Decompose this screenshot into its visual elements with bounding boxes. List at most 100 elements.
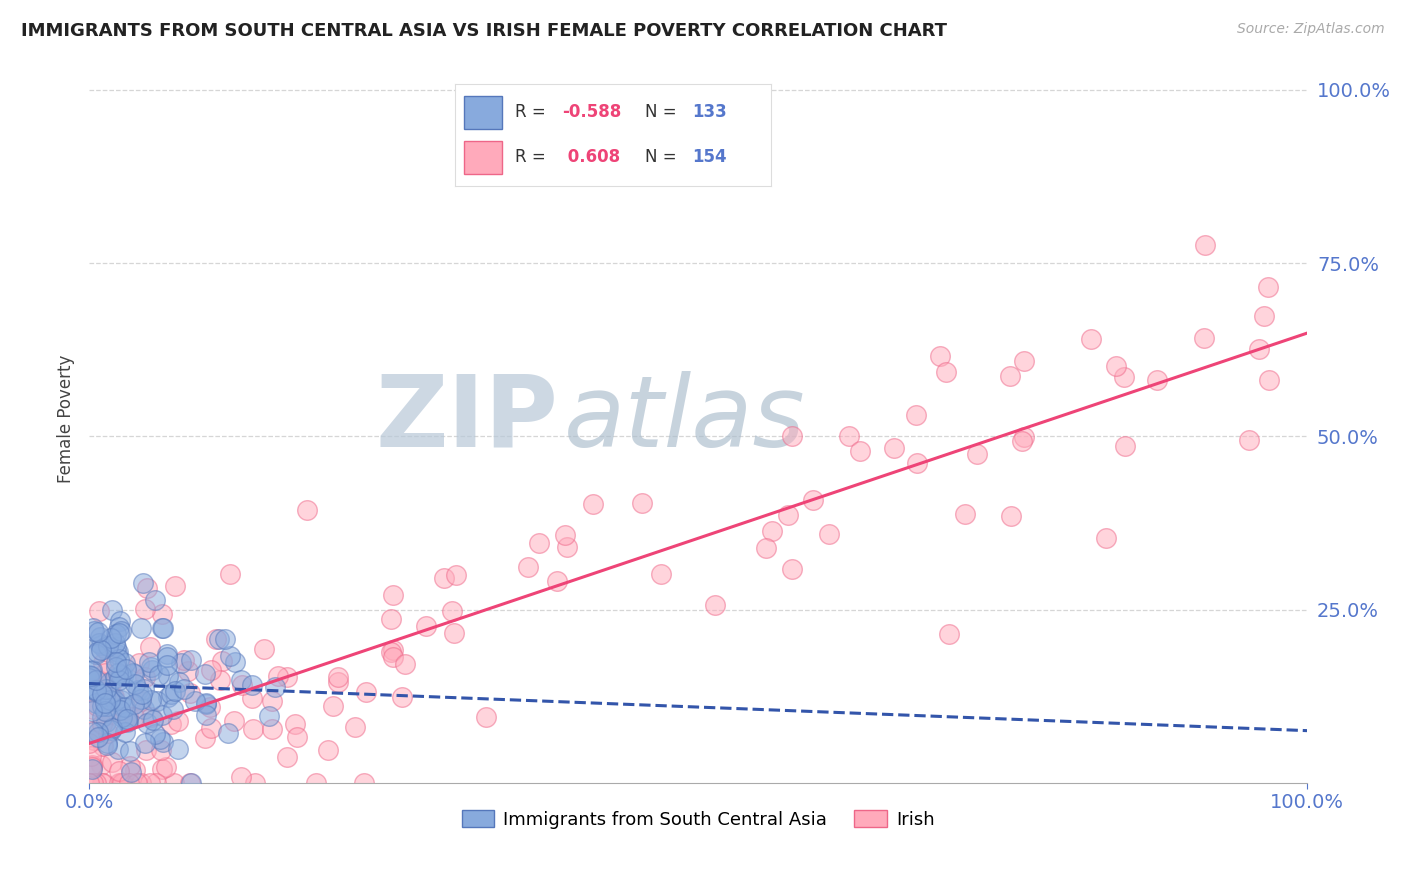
Immigrants from South Central Asia xyxy=(104,655,127,669)
Irish xyxy=(107,764,129,778)
Immigrants from South Central Asia xyxy=(96,681,118,696)
Immigrants from South Central Asia xyxy=(107,742,129,756)
Irish xyxy=(98,687,121,701)
Text: atlas: atlas xyxy=(564,370,806,467)
Irish xyxy=(145,776,167,790)
Irish xyxy=(103,690,125,704)
Immigrants from South Central Asia xyxy=(97,640,120,654)
Immigrants from South Central Asia xyxy=(121,666,143,681)
Irish xyxy=(546,574,568,589)
Irish xyxy=(120,758,142,772)
Immigrants from South Central Asia xyxy=(139,659,162,673)
Immigrants from South Central Asia xyxy=(143,727,166,741)
Irish xyxy=(276,749,298,764)
Immigrants from South Central Asia xyxy=(156,657,179,672)
Immigrants from South Central Asia xyxy=(120,744,142,758)
Irish xyxy=(344,720,367,734)
Immigrants from South Central Asia xyxy=(107,645,129,659)
Irish xyxy=(1105,359,1128,373)
Immigrants from South Central Asia xyxy=(84,673,107,688)
Irish xyxy=(91,717,114,731)
Irish xyxy=(444,568,467,582)
Immigrants from South Central Asia xyxy=(93,641,115,656)
Immigrants from South Central Asia xyxy=(111,668,134,682)
Immigrants from South Central Asia xyxy=(110,703,132,717)
Immigrants from South Central Asia xyxy=(115,712,138,726)
Irish xyxy=(433,571,456,585)
Irish xyxy=(82,776,104,790)
Immigrants from South Central Asia xyxy=(98,675,121,690)
Irish xyxy=(322,698,344,713)
Immigrants from South Central Asia xyxy=(131,687,153,701)
Irish xyxy=(136,581,159,595)
Irish xyxy=(155,760,177,774)
Irish xyxy=(780,429,803,443)
Irish xyxy=(391,690,413,704)
Irish xyxy=(219,567,242,582)
Irish xyxy=(1257,373,1279,387)
Irish xyxy=(118,776,141,790)
Immigrants from South Central Asia xyxy=(159,687,181,701)
Immigrants from South Central Asia xyxy=(104,694,127,708)
Legend: Immigrants from South Central Asia, Irish: Immigrants from South Central Asia, Iris… xyxy=(454,803,942,836)
Irish xyxy=(1094,531,1116,545)
Irish xyxy=(177,664,200,678)
Irish xyxy=(998,369,1021,384)
Irish xyxy=(953,507,976,521)
Immigrants from South Central Asia xyxy=(108,652,131,666)
Irish xyxy=(1247,342,1270,356)
Irish xyxy=(527,536,550,550)
Irish xyxy=(382,642,405,657)
Immigrants from South Central Asia xyxy=(167,675,190,690)
Irish xyxy=(1146,373,1168,387)
Irish xyxy=(179,776,201,790)
Irish xyxy=(229,770,252,784)
Irish xyxy=(582,497,605,511)
Immigrants from South Central Asia xyxy=(96,698,118,713)
Irish xyxy=(91,676,114,690)
Immigrants from South Central Asia xyxy=(107,665,129,680)
Immigrants from South Central Asia xyxy=(219,648,242,663)
Irish xyxy=(80,724,103,739)
Immigrants from South Central Asia xyxy=(129,620,152,634)
Irish xyxy=(163,776,186,790)
Immigrants from South Central Asia xyxy=(157,690,180,705)
Immigrants from South Central Asia xyxy=(98,693,121,707)
Irish xyxy=(108,776,131,790)
Irish xyxy=(1192,331,1215,345)
Immigrants from South Central Asia xyxy=(108,625,131,640)
Irish xyxy=(905,456,928,470)
Immigrants from South Central Asia xyxy=(156,647,179,661)
Immigrants from South Central Asia xyxy=(149,731,172,746)
Irish xyxy=(354,685,377,699)
Irish xyxy=(262,694,284,708)
Text: ZIP: ZIP xyxy=(375,370,558,467)
Immigrants from South Central Asia xyxy=(145,694,167,708)
Irish xyxy=(90,757,112,772)
Immigrants from South Central Asia xyxy=(114,699,136,714)
Irish xyxy=(295,503,318,517)
Irish xyxy=(139,776,162,790)
Immigrants from South Central Asia xyxy=(90,709,112,723)
Irish xyxy=(127,776,149,790)
Immigrants from South Central Asia xyxy=(101,602,124,616)
Irish xyxy=(96,708,118,723)
Immigrants from South Central Asia xyxy=(132,576,155,591)
Immigrants from South Central Asia xyxy=(257,708,280,723)
Text: Source: ZipAtlas.com: Source: ZipAtlas.com xyxy=(1237,22,1385,37)
Irish xyxy=(86,699,108,714)
Irish xyxy=(253,642,276,657)
Immigrants from South Central Asia xyxy=(156,649,179,664)
Irish xyxy=(1000,508,1022,523)
Irish xyxy=(129,776,152,790)
Irish xyxy=(818,526,841,541)
Immigrants from South Central Asia xyxy=(115,714,138,729)
Irish xyxy=(94,665,117,680)
Immigrants from South Central Asia xyxy=(229,673,252,687)
Irish xyxy=(1080,332,1102,346)
Irish xyxy=(380,612,402,626)
Irish xyxy=(276,670,298,684)
Irish xyxy=(554,528,576,542)
Immigrants from South Central Asia xyxy=(90,687,112,701)
Immigrants from South Central Asia xyxy=(124,676,146,690)
